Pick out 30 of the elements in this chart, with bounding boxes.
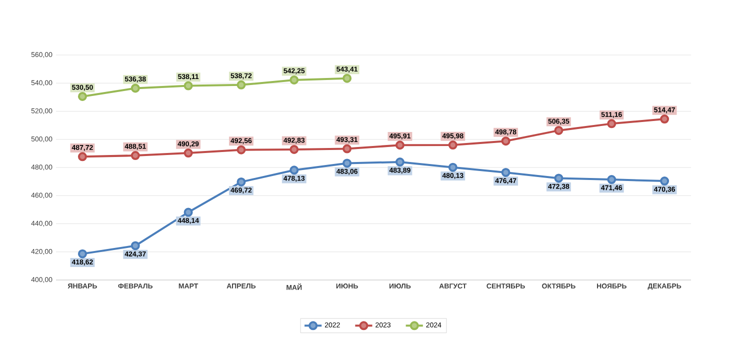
point xyxy=(184,208,193,217)
point xyxy=(554,174,564,183)
point xyxy=(184,81,193,90)
point xyxy=(395,140,404,150)
point xyxy=(184,148,193,158)
point xyxy=(78,249,87,258)
point xyxy=(290,75,299,84)
point xyxy=(342,144,352,154)
point xyxy=(607,119,616,128)
point xyxy=(130,151,140,160)
point xyxy=(290,166,299,175)
point xyxy=(660,114,670,124)
point xyxy=(130,84,140,93)
point xyxy=(78,92,87,101)
point xyxy=(501,136,510,146)
point xyxy=(342,74,352,83)
point xyxy=(448,162,458,172)
point xyxy=(660,176,670,186)
point xyxy=(395,158,404,167)
point xyxy=(236,177,246,186)
point xyxy=(236,80,246,90)
point xyxy=(78,152,87,162)
point xyxy=(448,140,458,150)
point xyxy=(342,158,352,168)
point xyxy=(501,168,510,177)
point xyxy=(290,144,299,154)
point xyxy=(130,241,140,250)
point xyxy=(554,126,564,135)
point xyxy=(236,145,246,154)
point xyxy=(607,175,616,184)
